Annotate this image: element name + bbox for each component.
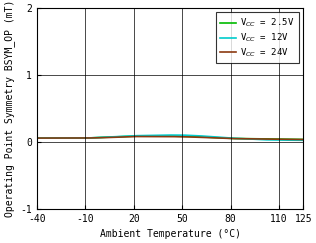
Legend: V$_{CC}$ = 2.5V, V$_{CC}$ = 12V, V$_{CC}$ = 24V: V$_{CC}$ = 2.5V, V$_{CC}$ = 12V, V$_{CC}… [216,12,299,63]
Y-axis label: Operating Point Symmetry BSYM_OP (mT): Operating Point Symmetry BSYM_OP (mT) [4,0,15,217]
X-axis label: Ambient Temperature (°C): Ambient Temperature (°C) [100,229,240,239]
